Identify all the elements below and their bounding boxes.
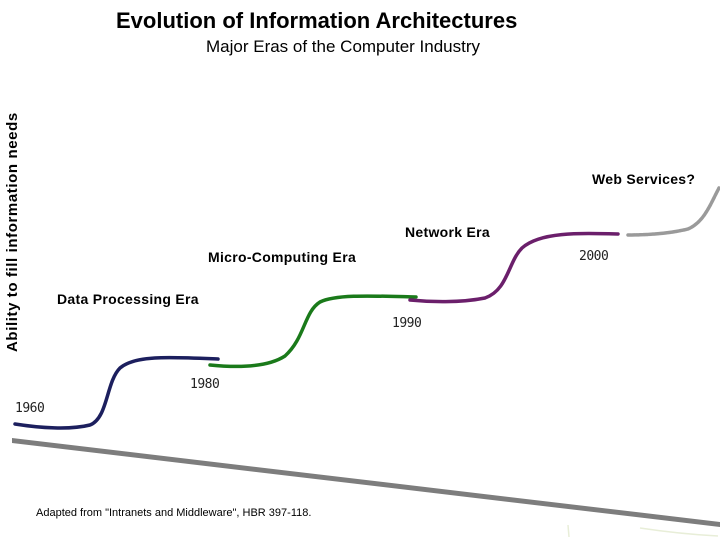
curve-network-era [408, 231, 620, 304]
era-label-web-services: Web Services? [592, 171, 696, 187]
curve-micro-computing-era [208, 294, 418, 369]
timeline-baseline [12, 438, 720, 527]
source-note: Adapted from "Intranets and Middleware",… [36, 507, 312, 519]
decorative-faint-lines [567, 524, 719, 538]
year-label-1980: 1980 [190, 377, 220, 392]
diagram-subtitle: Major Eras of the Computer Industry [206, 37, 481, 56]
era-label-data-processing: Data Processing Era [57, 291, 199, 307]
y-axis-label: Ability to fill information needs [4, 112, 21, 352]
year-label-2000: 2000 [579, 249, 609, 264]
year-label-1990: 1990 [392, 316, 422, 331]
curve-data-processing-era [13, 355, 220, 430]
era-label-micro-computing: Micro-Computing Era [208, 249, 357, 265]
year-label-1960: 1960 [15, 401, 45, 416]
curve-web-services-era [626, 186, 720, 237]
diagram-title: Evolution of Information Architectures [116, 8, 518, 33]
era-label-network: Network Era [405, 224, 490, 240]
